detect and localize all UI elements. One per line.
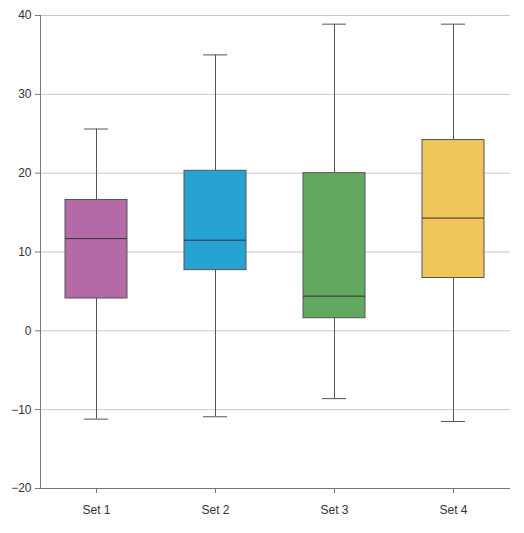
svg-text:10: 10 [18, 245, 32, 259]
svg-text:Set 4: Set 4 [439, 503, 467, 517]
svg-text:−20: −20 [11, 481, 32, 495]
svg-text:−10: −10 [11, 403, 32, 417]
svg-text:Set 2: Set 2 [201, 503, 229, 517]
svg-text:Set 3: Set 3 [320, 503, 348, 517]
svg-text:40: 40 [18, 8, 32, 22]
svg-text:20: 20 [18, 166, 32, 180]
svg-text:0: 0 [25, 324, 32, 338]
svg-text:Set 1: Set 1 [82, 503, 110, 517]
svg-text:30: 30 [18, 87, 32, 101]
